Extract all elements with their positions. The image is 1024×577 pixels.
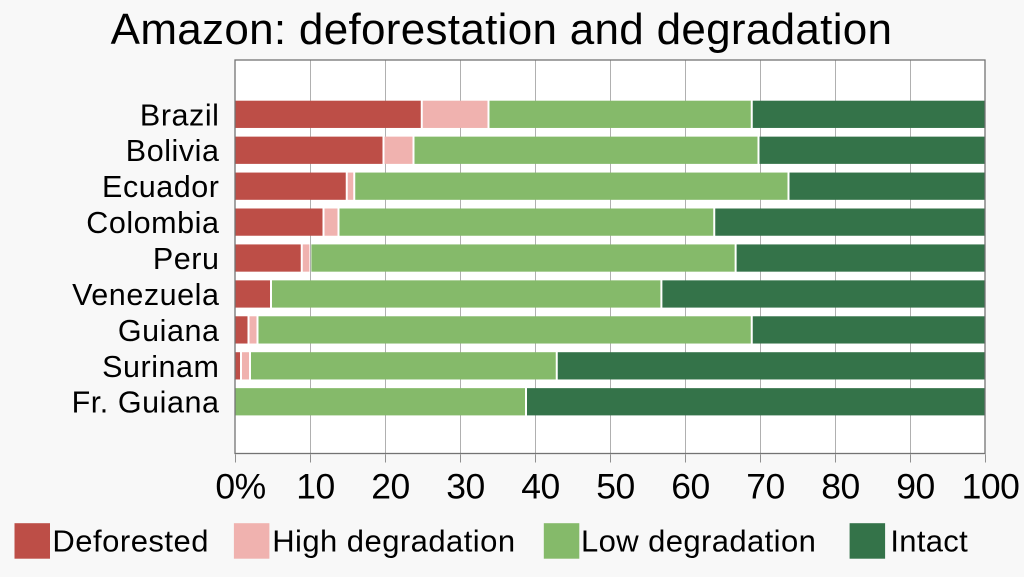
svg-text:Bolivia: Bolivia [126,134,220,168]
svg-text:70: 70 [746,467,785,507]
svg-text:60: 60 [671,467,710,507]
svg-text:30: 30 [446,467,485,507]
svg-text:Surinam: Surinam [102,350,219,384]
svg-text:Amazon: deforestation and degr: Amazon: deforestation and degradation [111,5,893,54]
svg-text:Intact: Intact [890,524,968,559]
svg-text:90: 90 [896,467,935,507]
svg-text:Colombia: Colombia [86,206,219,240]
svg-text:40: 40 [521,467,560,507]
svg-text:Low degradation: Low degradation [581,524,816,559]
svg-text:100: 100 [962,467,1020,507]
svg-text:Brazil: Brazil [140,98,220,132]
svg-text:Fr. Guiana: Fr. Guiana [72,386,220,420]
svg-text:0%: 0% [215,467,265,507]
svg-text:Venezuela: Venezuela [72,278,219,312]
svg-text:Peru: Peru [153,242,220,276]
svg-text:10: 10 [296,467,335,507]
svg-text:80: 80 [821,467,860,507]
svg-text:Guiana: Guiana [118,314,220,348]
svg-text:Deforested: Deforested [52,524,209,559]
svg-text:High degradation: High degradation [272,524,515,559]
svg-text:Ecuador: Ecuador [102,170,219,204]
svg-text:20: 20 [371,467,410,507]
svg-text:50: 50 [596,467,635,507]
